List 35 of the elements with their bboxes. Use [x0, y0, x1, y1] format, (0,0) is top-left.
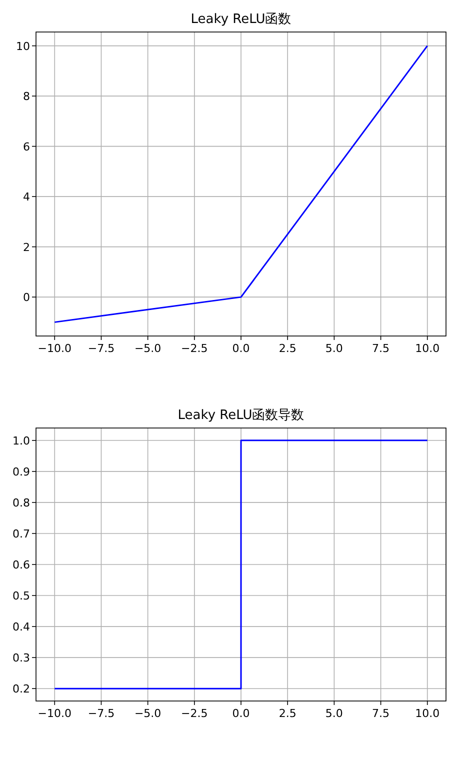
y-tick-label: 0.2: [12, 682, 30, 696]
x-tick-label: −10.0: [38, 707, 72, 720]
x-tick-label: 5.0: [325, 707, 343, 720]
x-tick-label: 5.0: [325, 342, 343, 355]
x-tick-label: −2.5: [181, 342, 208, 355]
y-tick-label: 10: [16, 40, 30, 53]
x-tick-label: 7.5: [372, 342, 390, 355]
y-tick-label: 0.4: [12, 620, 30, 634]
y-tick-label: 0: [23, 291, 30, 304]
y-tick-label: 0.3: [12, 652, 30, 665]
y-tick-label: 8: [23, 90, 30, 104]
chart-title: Leaky ReLU函数: [190, 12, 292, 27]
y-tick-label: 0.6: [12, 558, 30, 572]
x-tick-label: −7.5: [88, 342, 115, 355]
x-tick-label: 10.0: [415, 342, 440, 355]
x-tick-label: 0.0: [232, 342, 250, 355]
x-tick-label: 2.5: [278, 342, 296, 355]
y-tick-label: 4: [23, 190, 30, 204]
y-tick-label: 0.9: [12, 465, 30, 478]
x-tick-label: −5.0: [134, 707, 162, 720]
x-tick-label: 10.0: [415, 707, 440, 720]
chart-title: Leaky ReLU函数导数: [178, 408, 304, 423]
x-tick-label: −7.5: [88, 707, 115, 720]
x-tick-label: −5.0: [134, 342, 162, 355]
y-tick-label: 0.8: [12, 496, 30, 510]
y-tick-label: 0.5: [12, 590, 30, 603]
x-tick-label: 2.5: [278, 707, 296, 720]
y-tick-label: 6: [23, 140, 30, 154]
x-tick-label: −10.0: [38, 342, 72, 355]
y-tick-label: 1.0: [12, 434, 30, 448]
x-tick-label: 0.0: [232, 707, 250, 720]
y-tick-label: 0.7: [12, 527, 30, 540]
x-tick-label: −2.5: [181, 707, 208, 720]
y-tick-label: 2: [23, 240, 30, 254]
x-tick-label: 7.5: [372, 707, 390, 720]
